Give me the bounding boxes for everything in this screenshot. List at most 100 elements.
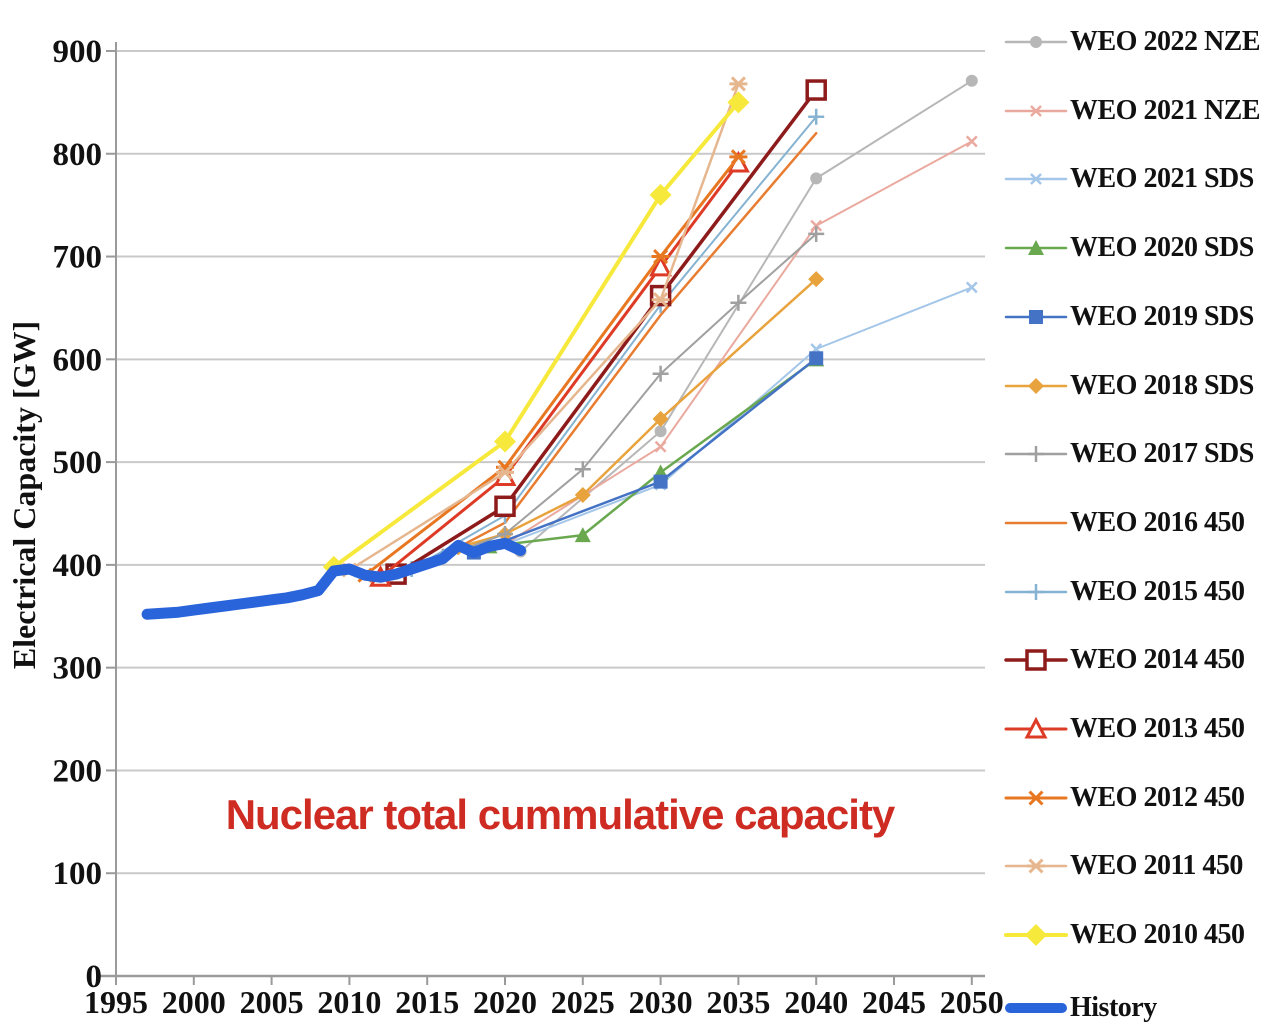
x-axis-tick-label: 2005 [240,984,304,1020]
legend-swatch [1004,716,1068,739]
legend-item: WEO 2019 SDS [1004,300,1254,332]
legend-item: WEO 2021 NZE [1004,94,1261,126]
series-line [519,79,973,553]
legend-item: WEO 2010 450 [1004,919,1245,951]
series-line [394,88,818,576]
data-point-marker [965,74,978,87]
legend-label: WEO 2012 450 [1070,781,1245,813]
y-axis-tick-label: 700 [53,240,103,276]
legend-item: WEO 2021 SDS [1004,163,1254,194]
legend-item: WEO 2017 SDS [1004,438,1254,470]
legend-item: WEO 2011 450 [1004,850,1243,882]
data-point-marker [805,79,827,101]
data-point-marker [1030,104,1042,117]
legend-swatch [1004,446,1068,463]
data-point-marker [654,440,667,453]
y-axis-tick-label: 300 [53,651,103,687]
legend-swatch [1005,1003,1067,1013]
series-line [331,100,741,569]
legend-swatch [1004,240,1068,256]
legend-item: WEO 2013 450 [1004,713,1245,744]
series-line [363,155,740,577]
series-line [504,140,973,546]
legend-label: WEO 2010 450 [1070,919,1245,951]
legend-label: WEO 2021 NZE [1070,94,1261,126]
y-axis-tick-label: 100 [53,856,103,892]
data-point-marker [574,486,591,503]
data-point-marker [494,430,516,453]
legend-label: WEO 2013 450 [1070,713,1245,744]
legend-item: WEO 2016 450 [1004,506,1245,538]
legend-label: WEO 2015 450 [1070,575,1245,607]
x-axis-tick-label: 2030 [629,984,693,1020]
data-point-marker [494,495,516,518]
x-axis-tick-label: 2040 [784,984,848,1020]
data-point-marker [654,425,667,438]
data-point-marker [649,284,672,307]
x-axis-tick-label: 2050 [940,984,1004,1020]
data-point-marker [809,351,824,366]
legend-label: WEO 2016 450 [1070,506,1245,538]
y-axis-tick-label: 800 [53,137,103,173]
legend-label: WEO 2019 SDS [1070,300,1254,332]
y-axis-tick-label: 400 [53,548,103,584]
legend-swatch [1004,377,1068,394]
x-axis-tick-label: 2015 [395,984,459,1020]
legend-item: WEO 2022 NZE [1004,26,1261,57]
legend-swatch [1004,858,1068,874]
y-axis-tick-label: 200 [53,753,103,789]
data-point-marker [808,271,825,288]
x-axis-tick-label: 2010 [317,984,381,1020]
data-point-marker [652,410,669,427]
legend-item: WEO 2015 450 [1004,575,1245,607]
legend-label: WEO 2020 SDS [1070,232,1254,264]
y-axis-tick-label: 500 [53,445,103,481]
x-axis-tick-label: 2000 [162,984,226,1020]
y-axis-title: Electrical Capacity [GW] [6,320,42,670]
series-line [348,82,740,572]
data-point-marker [653,474,668,489]
data-point-marker [1029,309,1043,324]
data-point-marker [574,527,591,543]
data-point-marker [1024,716,1048,739]
legend-item: History [1004,992,1157,1023]
legend-label: WEO 2011 450 [1070,850,1243,882]
chart-title: Nuclear total cummulative capacity [225,791,896,838]
y-axis-tick-label: 900 [53,34,103,70]
data-point-marker [649,183,672,206]
legend-swatch [1004,309,1068,324]
legend-item: WEO 2012 450 [1004,781,1245,813]
data-point-marker [965,281,978,294]
legend-item: WEO 2020 SDS [1004,232,1254,264]
series-line [141,537,527,620]
legend-swatch [1004,649,1068,672]
data-point-marker [649,254,673,277]
legend-swatch [1004,583,1068,600]
x-axis-tick-label: 2025 [551,984,615,1020]
x-axis-tick-label: 2035 [706,984,770,1020]
series-line [379,161,740,579]
data-point-marker [1030,36,1042,48]
data-point-marker [810,172,823,185]
data-point-marker [1030,173,1042,186]
y-axis-tick-label: 0 [86,959,103,995]
legend-item: WEO 2018 SDS [1004,369,1254,401]
x-axis-tick-label: 2020 [473,984,537,1020]
legend-swatch [1004,924,1068,947]
legend-item: WEO 2014 450 [1004,644,1245,675]
legend-swatch [1004,104,1068,117]
chart-legend: WEO 2022 NZE WEO 2021 NZE WEO 2021 SDS WEO … [1004,0,1268,1036]
legend-swatch [1004,173,1068,186]
legend-label: History [1070,992,1157,1023]
legend-swatch [1004,36,1068,48]
x-axis-tick-label: 2045 [862,984,926,1020]
legend-label: WEO 2022 NZE [1070,26,1261,57]
data-point-marker [1028,377,1044,394]
legend-swatch [1004,521,1068,525]
data-point-marker [1025,649,1047,672]
legend-swatch [1004,790,1068,806]
legend-label: WEO 2017 SDS [1070,438,1254,470]
legend-label: WEO 2018 SDS [1070,369,1254,401]
y-axis-tick-label: 600 [53,342,103,378]
